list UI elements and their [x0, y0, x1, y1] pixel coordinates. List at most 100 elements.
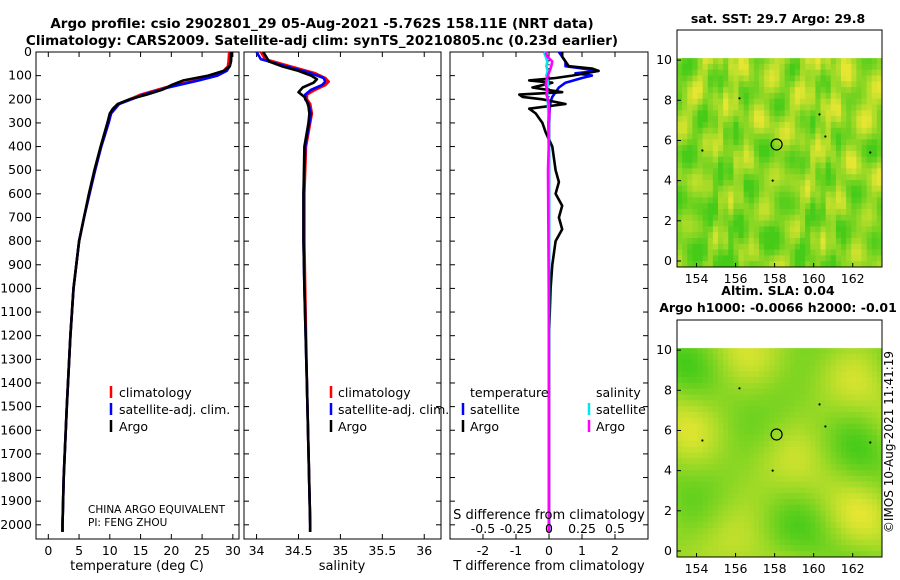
heatmap-cell: [682, 191, 688, 198]
heatmap-cell: [753, 522, 760, 529]
heatmap-cell: [682, 232, 688, 239]
heatmap-cell: [682, 133, 688, 140]
heatmap-cell: [805, 551, 811, 558]
heatmap-cell: [846, 481, 852, 488]
heatmap-cell: [718, 168, 724, 175]
heatmap-cell: [682, 539, 688, 546]
heatmap-cell: [846, 475, 852, 482]
heatmap-cell: [784, 382, 791, 390]
heatmap-cell: [702, 388, 709, 395]
heatmap-cell: [712, 429, 719, 436]
heatmap-cell: [851, 400, 857, 407]
heatmap-cell: [820, 452, 827, 459]
heatmap-cell: [851, 255, 857, 262]
heatmap-cell: [825, 417, 832, 424]
heatmap-cell: [876, 452, 883, 459]
heatmap-cell: [784, 237, 791, 245]
heatmap-cell: [784, 475, 791, 482]
heatmap-cell: [794, 145, 801, 152]
heatmap-cell: [841, 353, 847, 361]
heatmap-cell: [733, 121, 739, 129]
heatmap-cell: [846, 220, 852, 227]
heatmap-cell: [876, 527, 883, 535]
heatmap-cell: [712, 69, 719, 76]
heatmap-cell: [789, 63, 796, 71]
heatmap-cell: [687, 527, 693, 535]
x-tick-label: 34.5: [285, 543, 313, 558]
heatmap-cell: [789, 214, 796, 221]
heatmap-cell: [753, 365, 760, 372]
heatmap-cell: [800, 481, 806, 488]
heatmap-cell: [784, 446, 791, 453]
heatmap-cell: [841, 197, 847, 204]
heatmap-cell: [687, 487, 693, 494]
heatmap-cell: [753, 440, 760, 448]
heatmap-cell: [784, 388, 791, 395]
latitude-tick-label: 10: [656, 52, 672, 67]
heatmap-cell: [723, 150, 729, 158]
heatmap-cell: [851, 116, 857, 123]
heatmap-cell: [718, 510, 724, 517]
heatmap-cell: [697, 110, 704, 117]
heatmap-cell: [810, 539, 816, 546]
heatmap-cell: [841, 440, 847, 448]
heatmap-cell: [702, 249, 709, 256]
heatmap-cell: [697, 127, 704, 134]
heatmap-cell: [718, 110, 724, 117]
heatmap-cell: [779, 359, 786, 366]
heatmap-cell: [769, 481, 775, 488]
heatmap-cell: [723, 464, 729, 471]
heatmap-cell: [753, 197, 760, 204]
heatmap-cell: [851, 423, 857, 430]
heatmap-cell: [789, 475, 796, 482]
heatmap-cell: [707, 516, 714, 523]
heatmap-cell: [830, 208, 837, 216]
heatmap-cell: [718, 220, 724, 227]
heatmap-cell: [697, 411, 704, 419]
heatmap-cell: [712, 92, 719, 100]
heatmap-cell: [815, 452, 821, 459]
heatmap-cell: [820, 249, 827, 256]
heatmap-cell: [805, 371, 811, 378]
heatmap-cell: [871, 551, 878, 558]
heatmap-cell: [702, 504, 709, 511]
heatmap-cell: [697, 533, 704, 540]
heatmap-cell: [800, 516, 806, 523]
heatmap-cell: [682, 458, 688, 465]
heatmap-cell: [682, 487, 688, 494]
heatmap-cell: [846, 162, 852, 169]
heatmap-cell: [769, 191, 775, 198]
heatmap-cell: [759, 168, 765, 175]
heatmap-cell: [835, 110, 842, 117]
heatmap-cell: [851, 58, 857, 65]
sla-map-subtitle: Argo h1000: -0.0066 h2000: -0.01: [659, 300, 897, 315]
heatmap-cell: [712, 348, 719, 355]
heatmap-cell: [866, 394, 873, 401]
heatmap-cell: [800, 133, 806, 140]
heatmap-cell: [692, 232, 698, 239]
heatmap-cell: [707, 203, 714, 210]
heatmap-cell: [764, 168, 770, 175]
heatmap-cell: [707, 417, 714, 424]
heatmap-cell: [759, 133, 765, 140]
heatmap-cell: [748, 452, 755, 459]
heatmap-cell: [825, 498, 832, 506]
heatmap-cell: [748, 388, 755, 395]
heatmap-cell: [753, 388, 760, 395]
heatmap-cell: [769, 516, 775, 523]
heatmap-cell: [769, 179, 775, 187]
series-line: [544, 51, 554, 532]
heatmap-cell: [866, 388, 873, 395]
heatmap-cell: [835, 261, 842, 268]
heatmap-cell: [687, 481, 693, 488]
heatmap-cell: [764, 98, 770, 105]
heatmap-cell: [753, 406, 760, 413]
heatmap-cell: [800, 377, 806, 384]
heatmap-cell: [733, 365, 739, 372]
heatmap-cell: [815, 121, 821, 129]
heatmap-cell: [794, 162, 801, 169]
heatmap-cell: [728, 197, 734, 204]
heatmap-cell: [784, 185, 791, 192]
heatmap-cell: [815, 440, 821, 448]
heatmap-cell: [748, 498, 755, 506]
